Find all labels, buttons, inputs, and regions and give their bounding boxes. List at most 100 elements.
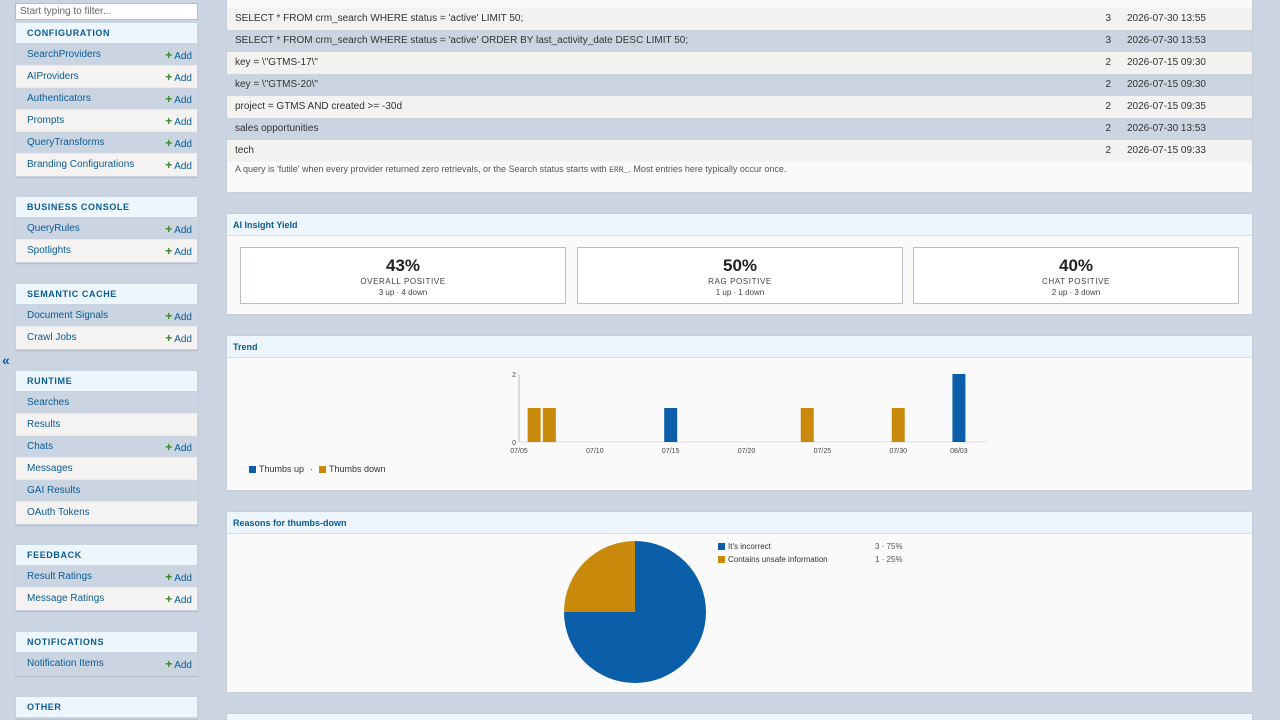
add-label: Add (174, 95, 192, 106)
module-caption[interactable]: CONFIGURATION (16, 23, 197, 44)
futile-queries-panel: SELECT * FROM crm_search WHERE status = … (226, 0, 1253, 193)
y-tick-label: 2 (512, 372, 516, 379)
add-button[interactable]: + Add (165, 218, 192, 242)
module-business-console: BUSINESS CONSOLE QueryRules + Add Spotlights… (15, 196, 198, 263)
add-button[interactable]: + Add (165, 327, 192, 351)
thumbs-down-swatch (319, 466, 327, 473)
sidebar-row: SearchProviders + Add (16, 44, 197, 66)
module-caption[interactable]: FEEDBACK (16, 545, 197, 566)
sidebar-link[interactable]: QueryRules (27, 223, 80, 234)
add-button[interactable]: + Add (165, 88, 192, 112)
add-button[interactable]: + Add (165, 110, 192, 134)
sidebar-link[interactable]: Messages (27, 463, 73, 474)
thumbs-down-bar (542, 408, 556, 442)
plus-icon: + (165, 48, 173, 62)
sidebar-link[interactable]: Chats (27, 441, 54, 452)
sidebar-row: QueryTransforms + Add (16, 132, 197, 154)
sidebar-row: Branding Configurations + Add (16, 154, 197, 176)
thumbs-down-bar (800, 408, 814, 442)
sidebar-link[interactable]: AIProviders (27, 71, 79, 82)
query-cell: project = GTMS AND created >= -30d (235, 101, 403, 112)
insight-card: 50% RAG POSITIVE 1 up · 1 down (577, 247, 903, 304)
sidebar-link[interactable]: Spotlights (27, 245, 71, 256)
collapse-sidebar-button[interactable]: « (2, 352, 10, 368)
add-label: Add (174, 573, 192, 584)
sidebar-link[interactable]: Result Ratings (27, 571, 93, 582)
query-cell: key = \"GTMS-17\" (235, 57, 318, 68)
table-row: sales opportunities 2 2026-07-30 13:53 (227, 118, 1252, 140)
x-tick-label: 07/05 (510, 448, 528, 455)
legend-thumbs-up: Thumbs up (259, 464, 305, 474)
sidebar-link[interactable]: Crawl Jobs (27, 332, 77, 343)
module-caption[interactable]: NOTIFICATIONS (16, 632, 197, 653)
add-label: Add (174, 312, 192, 323)
thumbs-up-bar (664, 408, 678, 442)
sidebar-link[interactable]: SearchProviders (27, 49, 101, 60)
last-seen-cell: 2026-07-30 13:53 (1127, 35, 1206, 46)
sidebar-link[interactable]: Branding Configurations (27, 159, 135, 170)
pie-legend-item: It's incorrect (718, 542, 771, 551)
plus-icon: + (165, 70, 173, 84)
sidebar-row: Document Signals + Add (16, 305, 197, 327)
sidebar-link[interactable]: GAI Results (27, 485, 81, 496)
add-button[interactable]: + Add (165, 653, 192, 677)
thumbs-down-bar (527, 408, 541, 442)
add-button[interactable]: + Add (165, 44, 192, 68)
add-label: Add (174, 117, 192, 128)
add-button[interactable]: + Add (165, 305, 192, 329)
sidebar-link[interactable]: Message Ratings (27, 593, 105, 604)
sidebar-link[interactable]: Results (27, 419, 61, 430)
insight-yield-title: AI Insight Yield (227, 214, 1252, 236)
trend-title: Trend (227, 336, 1252, 358)
sidebar-filter-input[interactable] (15, 3, 198, 20)
add-button[interactable]: + Add (165, 154, 192, 178)
module-caption[interactable]: SEMANTIC CACHE (16, 284, 197, 305)
pie-legend-value: 1 · 25% (875, 555, 903, 564)
plus-icon: + (165, 331, 173, 345)
add-button[interactable]: + Add (165, 566, 192, 590)
sidebar-link[interactable]: Prompts (27, 115, 65, 126)
add-button[interactable]: + Add (165, 66, 192, 90)
count-cell: 3 (1105, 35, 1111, 46)
last-seen-cell: 2026-07-15 09:30 (1127, 57, 1206, 68)
futile-queries-note: A query is 'futile' when every provider … (235, 164, 787, 175)
sidebar-link[interactable]: Document Signals (27, 310, 109, 321)
plus-icon: + (165, 592, 173, 606)
card-percentage: 50% (722, 256, 758, 275)
module-other: OTHER (15, 696, 198, 719)
card-percentage: 43% (385, 256, 421, 275)
card-counts: 1 up · 1 down (715, 288, 765, 297)
x-tick-label: 08/03 (950, 448, 968, 455)
module-caption[interactable]: OTHER (16, 697, 197, 718)
sidebar-row: Result Ratings + Add (16, 566, 197, 588)
add-button[interactable]: + Add (165, 436, 192, 460)
module-caption[interactable]: BUSINESS CONSOLE (16, 197, 197, 218)
insight-yield-panel: AI Insight Yield 43% OVERALL POSITIVE 3 up… (226, 213, 1253, 315)
add-button[interactable]: + Add (165, 240, 192, 264)
thumbs-up-swatch (249, 466, 256, 473)
sidebar-link[interactable]: Authenticators (27, 93, 91, 104)
module-semantic-cache: SEMANTIC CACHE Document Signals + Add Crawl … (15, 283, 198, 350)
sidebar-link[interactable]: Notification Items (27, 658, 104, 669)
plus-icon: + (165, 114, 173, 128)
card-label: RAG POSITIVE (708, 277, 772, 286)
pie-legend-value: 3 · 75% (875, 542, 903, 551)
insight-card: 40% CHAT POSITIVE 2 up · 3 down (913, 247, 1239, 304)
plus-icon: + (165, 244, 173, 258)
module-caption[interactable]: RUNTIME (16, 371, 197, 392)
plus-icon: + (165, 222, 173, 236)
table-row: SELECT * FROM crm_search WHERE status = … (227, 8, 1252, 30)
add-label: Add (174, 139, 192, 150)
trend-legend: Thumbs up · Thumbs down (249, 464, 386, 474)
sidebar-link[interactable]: OAuth Tokens (27, 507, 90, 518)
sidebar-link[interactable]: QueryTransforms (27, 137, 105, 148)
thumbs-up-bar (952, 374, 966, 442)
count-cell: 3 (1105, 13, 1111, 24)
card-counts: 3 up · 4 down (378, 288, 428, 297)
x-tick-label: 07/30 (889, 448, 907, 455)
sidebar-link[interactable]: Searches (27, 397, 70, 408)
pie-legend-swatch (718, 556, 725, 563)
add-button[interactable]: + Add (165, 588, 192, 612)
add-button[interactable]: + Add (165, 132, 192, 156)
query-cell: sales opportunities (235, 123, 319, 134)
